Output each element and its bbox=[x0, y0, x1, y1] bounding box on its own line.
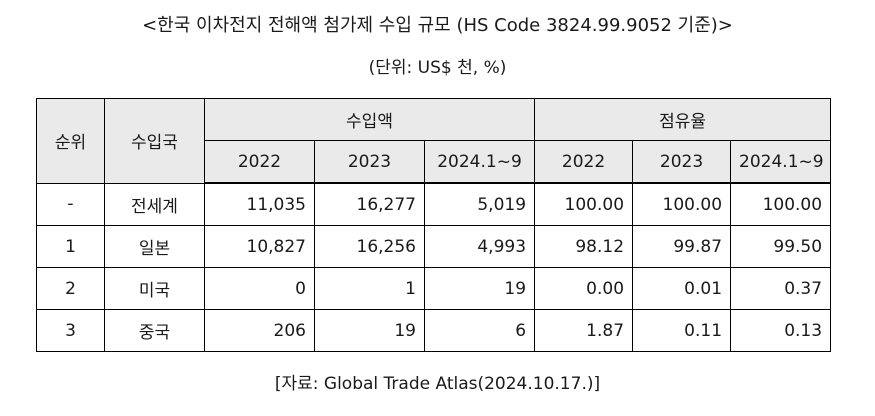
share-cell: 0.00 bbox=[534, 267, 634, 310]
amount-cell: 6 bbox=[423, 309, 536, 352]
unit-note: (단위: US$ 천, %) bbox=[368, 58, 507, 78]
source-note: [자료: Global Trade Atlas(2024.10.17.)] bbox=[274, 374, 601, 394]
country-cell: 중국 bbox=[104, 309, 205, 352]
header-row-top: 순위 수입국 수입액 점유율 bbox=[36, 98, 832, 184]
header-share-year: 2023 bbox=[632, 140, 732, 184]
header-country: 수입국 bbox=[104, 98, 205, 184]
rank-cell: 1 bbox=[36, 225, 105, 268]
share-cell: 0.01 bbox=[632, 267, 732, 310]
header-share: 점유율 bbox=[534, 98, 832, 141]
amount-cell: 4,993 bbox=[423, 225, 536, 268]
share-cell: 100.00 bbox=[632, 182, 732, 226]
amount-cell: 19 bbox=[314, 309, 425, 352]
amount-cell: 0 bbox=[204, 267, 315, 310]
amount-cell: 16,277 bbox=[314, 182, 425, 226]
rank-cell: 2 bbox=[36, 267, 105, 310]
amount-cell: 19 bbox=[423, 267, 536, 310]
amount-cell: 10,827 bbox=[204, 225, 315, 268]
share-cell: 100.00 bbox=[534, 182, 634, 226]
header-amount-year: 2024.1~9 bbox=[423, 140, 536, 184]
amount-cell: 11,035 bbox=[204, 182, 315, 226]
share-cell: 100.00 bbox=[730, 182, 832, 226]
amount-cell: 206 bbox=[204, 309, 315, 352]
share-cell: 1.87 bbox=[534, 309, 634, 352]
amount-cell: 1 bbox=[314, 267, 425, 310]
table-title: <한국 이차전지 전해액 첨가제 수입 규모 (HS Code 3824.99.… bbox=[142, 15, 733, 36]
header-rank: 순위 bbox=[36, 98, 105, 184]
amount-cell: 16,256 bbox=[314, 225, 425, 268]
header-row-years: 2022 2023 2024.1~9 2022 2023 2024.1~9 bbox=[37, 140, 832, 184]
country-cell: 일본 bbox=[104, 225, 205, 268]
table-row: - 전세계 11,035 16,277 5,019 100.00 100.00 … bbox=[36, 182, 832, 226]
share-cell: 99.87 bbox=[632, 225, 732, 268]
table-row: 1 일본 10,827 16,256 4,993 98.12 99.87 99.… bbox=[36, 225, 832, 268]
rank-cell: 3 bbox=[36, 309, 105, 352]
table-row: 2 미국 0 1 19 0.00 0.01 0.37 bbox=[36, 267, 832, 310]
import-table: 순위 수입국 수입액 점유율 2022 2023 2024.1~9 2022 2… bbox=[36, 98, 832, 352]
header-share-year: 2022 bbox=[534, 140, 634, 184]
share-cell: 0.11 bbox=[632, 309, 732, 352]
header-share-year: 2024.1~9 bbox=[730, 140, 832, 184]
header-import-amount: 수입액 bbox=[203, 98, 536, 141]
amount-cell: 5,019 bbox=[423, 182, 536, 226]
table-row: 3 중국 206 19 6 1.87 0.11 0.13 bbox=[36, 309, 832, 352]
header-amount-year: 2023 bbox=[314, 140, 425, 184]
share-cell: 99.50 bbox=[730, 225, 832, 268]
country-cell: 전세계 bbox=[104, 182, 205, 226]
share-cell: 98.12 bbox=[534, 225, 634, 268]
country-cell: 미국 bbox=[104, 267, 205, 310]
rank-cell: - bbox=[36, 182, 105, 226]
share-cell: 0.37 bbox=[730, 267, 832, 310]
header-amount-year: 2022 bbox=[204, 140, 315, 184]
share-cell: 0.13 bbox=[730, 309, 832, 352]
